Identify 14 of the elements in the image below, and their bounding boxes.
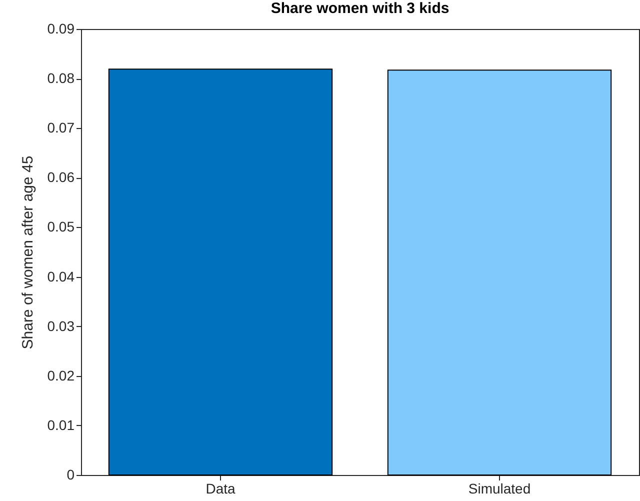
y-tick-label: 0.07 (47, 120, 75, 136)
y-tick-label: 0.03 (47, 318, 75, 334)
y-tick-label: 0.08 (47, 70, 75, 86)
y-tick-label: 0 (66, 466, 75, 482)
y-tick-label: 0.04 (47, 268, 75, 284)
y-tick-label: 0.06 (47, 169, 75, 186)
y-tick-label: 0.02 (47, 367, 75, 384)
y-tick-label: 0.09 (47, 20, 75, 36)
x-tick-label: Data (206, 480, 236, 496)
chart-title: Share women with 3 kids (270, 0, 450, 17)
y-axis-title: Share of women after age 45 (19, 156, 36, 350)
y-tick-label: 0.01 (47, 416, 75, 433)
x-tick-label: Simulated (468, 480, 531, 496)
y-tick-label: 0.05 (47, 218, 75, 235)
